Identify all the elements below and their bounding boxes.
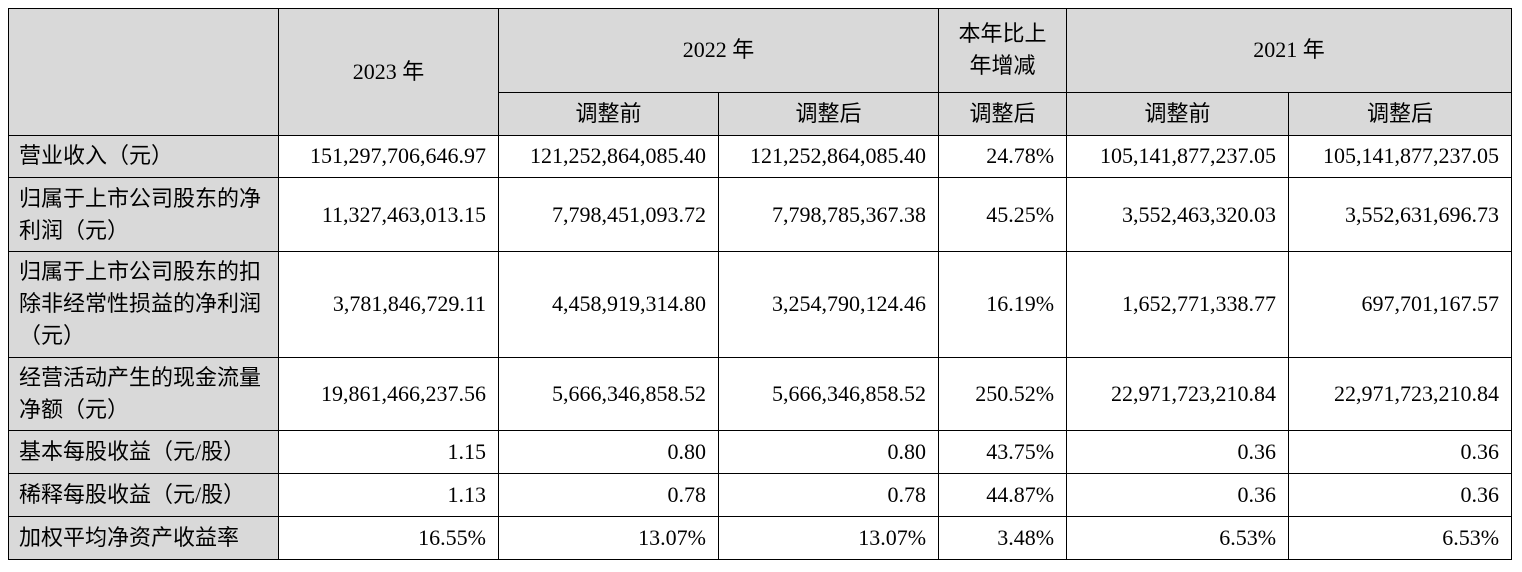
row-label: 经营活动产生的现金流量净额（元） [8,356,279,432]
header-2021-after: 调整后 [1288,91,1513,136]
row-label: 归属于上市公司股东的扣除非经常性损益的净利润（元） [8,250,279,358]
cell-change: 24.78% [938,134,1068,179]
cell-2022-before: 13.07% [498,516,719,560]
cell-2023: 1.13 [278,473,499,518]
cell-2021-after: 0.36 [1288,473,1513,518]
row-label: 基本每股收益（元/股） [8,430,279,475]
header-2021: 2021 年 [1066,8,1513,93]
cell-2021-before: 0.36 [1066,473,1290,518]
cell-2023: 16.55% [278,516,499,560]
cell-change: 250.52% [938,356,1068,432]
header-2022: 2022 年 [497,8,940,93]
cell-2021-after: 0.36 [1288,430,1513,475]
cell-2021-after: 105,141,877,237.05 [1288,134,1513,179]
cell-2022-before: 7,798,451,093.72 [498,177,719,252]
cell-2021-before: 3,552,463,320.03 [1066,177,1290,252]
table-row: 稀释每股收益（元/股） 1.13 0.78 0.78 44.87% 0.36 0… [8,473,1513,518]
table-row: 归属于上市公司股东的净利润（元） 11,327,463,013.15 7,798… [8,177,1513,252]
row-label: 加权平均净资产收益率 [8,516,279,560]
cell-2022-after: 0.80 [717,430,940,475]
cell-2022-before: 4,458,919,314.80 [498,250,719,358]
cell-2021-before: 0.36 [1066,430,1290,475]
cell-2022-before: 0.78 [498,473,719,518]
header-2022-before: 调整前 [498,91,719,136]
header-change: 本年比上年增减 [938,8,1068,93]
table-row: 归属于上市公司股东的扣除非经常性损益的净利润（元） 3,781,846,729.… [8,250,1513,358]
table-row: 加权平均净资产收益率 16.55% 13.07% 13.07% 3.48% 6.… [8,516,1513,560]
cell-2021-before: 6.53% [1066,516,1290,560]
cell-2021-after: 22,971,723,210.84 [1288,356,1513,432]
cell-change: 43.75% [938,430,1068,475]
row-label: 稀释每股收益（元/股） [8,473,279,518]
cell-2022-after: 121,252,864,085.40 [717,134,940,179]
cell-2021-after: 3,552,631,696.73 [1288,177,1513,252]
cell-2023: 1.15 [278,430,499,475]
header-2023: 2023 年 [278,8,499,136]
cell-2022-before: 0.80 [498,430,719,475]
header-row-years: 2023 年 2022 年 本年比上年增减 2021 年 [8,8,1513,136]
table-row: 基本每股收益（元/股） 1.15 0.80 0.80 43.75% 0.36 0… [8,430,1513,475]
cell-2021-after: 697,701,167.57 [1288,250,1513,358]
row-label: 归属于上市公司股东的净利润（元） [8,177,279,252]
cell-2022-after: 5,666,346,858.52 [717,356,940,432]
header-change-after: 调整后 [938,91,1068,136]
cell-2023: 19,861,466,237.56 [278,356,499,432]
cell-2023: 3,781,846,729.11 [278,250,499,358]
cell-2021-before: 105,141,877,237.05 [1066,134,1290,179]
cell-change: 16.19% [938,250,1068,358]
cell-2021-after: 6.53% [1288,516,1513,560]
cell-2022-after: 13.07% [717,516,940,560]
row-label: 营业收入（元） [8,134,279,179]
header-corner-cell [8,8,279,136]
table-row: 营业收入（元） 151,297,706,646.97 121,252,864,0… [8,134,1513,179]
cell-2022-after: 0.78 [717,473,940,518]
cell-2023: 11,327,463,013.15 [278,177,499,252]
cell-2022-before: 5,666,346,858.52 [498,356,719,432]
table-row: 经营活动产生的现金流量净额（元） 19,861,466,237.56 5,666… [8,356,1513,432]
header-row-adjustments: 调整前 调整后 调整后 调整前 调整后 [9,91,1513,136]
cell-2022-after: 7,798,785,367.38 [717,177,940,252]
cell-change: 3.48% [938,516,1068,560]
financial-data-table: 2023 年 2022 年 本年比上年增减 2021 年 调整前 调整后 调整后… [8,8,1513,560]
cell-2023: 151,297,706,646.97 [278,134,499,179]
cell-2022-before: 121,252,864,085.40 [498,134,719,179]
cell-change: 45.25% [938,177,1068,252]
cell-2021-before: 1,652,771,338.77 [1066,250,1290,358]
header-2022-after: 调整后 [717,91,940,136]
cell-2022-after: 3,254,790,124.46 [717,250,940,358]
header-2021-before: 调整前 [1066,91,1290,136]
cell-2021-before: 22,971,723,210.84 [1066,356,1290,432]
cell-change: 44.87% [938,473,1068,518]
